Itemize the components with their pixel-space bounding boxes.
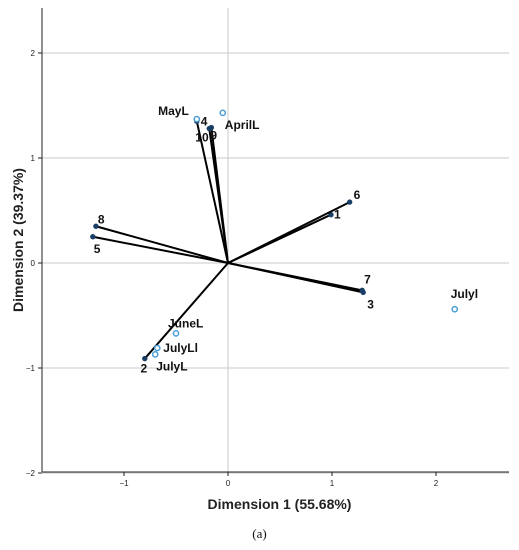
x-tick-label: 1 [330,479,335,488]
point-layer [151,109,459,358]
point-label-Julyl: Julyl [451,287,478,301]
vector-label-6: 6 [354,188,361,202]
label-layer: 1 2 3 4 5 6 7 8 910 MayL AprilL JuneL JulyLl JulyL Jul… [94,104,478,375]
y-axis-title: Dimension 2 (39.37%) [10,168,26,312]
vector-label-1: 1 [334,208,341,222]
vector-line-5 [92,235,229,264]
vector-line-8 [95,225,229,264]
vector-line-2 [144,262,229,360]
grid-layer [42,8,509,474]
axes-layer: −2 −1 0 1 2 −1 0 1 2 [26,8,509,488]
x-tick-label: 0 [226,479,231,488]
y-tick-label: 2 [31,49,36,58]
vector-line-7 [227,262,363,292]
point-marker-JuneL [172,330,180,337]
vector-layer [90,118,366,362]
vector-tip-10 [206,125,212,132]
figure-caption: (a) [252,526,267,541]
point-label-JuneL: JuneL [168,316,203,330]
y-tick-label: 1 [31,154,36,163]
vector-label-4: 4 [201,114,208,128]
x-axis-title: Dimension 1 (55.68%) [208,496,352,512]
vector-tip-2 [142,355,148,362]
point-marker-JulyL [151,351,159,358]
vector-tip-7 [359,287,365,293]
x-tick-label: 2 [434,479,439,488]
point-marker-JulyLl [153,344,161,352]
vector-line-4 [195,121,229,264]
vector-label-8: 8 [98,212,105,226]
point-label-JulyL: JulyL [156,359,187,373]
point-label-AprilL: AprilL [225,118,260,132]
vector-label-7: 7 [364,272,371,286]
vector-line-10 [208,128,229,264]
point-label-MayL: MayL [158,104,189,118]
vector-label-3: 3 [367,297,374,311]
y-tick-label: −2 [26,469,36,478]
vector-line-6 [227,201,351,264]
y-tick-label: −1 [26,364,36,373]
vector-tip-5 [90,234,96,240]
vector-tip-6 [346,199,353,205]
x-tick-label: −1 [119,479,129,488]
vector-label-9: 9 [210,129,217,143]
point-label-JulyLl: JulyLl [163,341,198,355]
vector-tip-8 [93,223,99,229]
point-marker-AprilL [219,109,227,117]
y-tick-label: 0 [31,259,36,268]
point-marker-Julyl [451,305,459,313]
vector-label-5: 5 [94,242,101,256]
vector-label-2: 2 [140,362,147,376]
vector-label-10: 10 [195,131,209,145]
point-marker-MayL [193,115,201,123]
